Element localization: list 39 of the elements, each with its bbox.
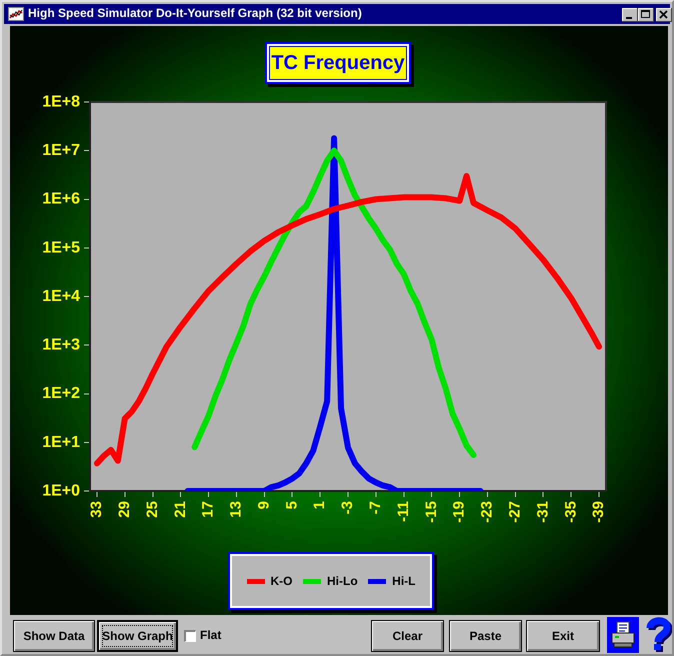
x-tick-label: 13 (228, 501, 245, 518)
y-tick-label: 1E+6 (42, 190, 80, 208)
x-tick-label: 17 (200, 501, 217, 518)
y-tick-label: 1E+1 (42, 434, 80, 451)
y-tick-label: 1E+7 (42, 142, 80, 160)
x-tick-label: 33 (88, 501, 106, 518)
x-tick-label: -7 (367, 501, 384, 514)
x-tick-label: -23 (478, 501, 496, 523)
x-tick-label: 5 (283, 501, 300, 510)
text: Flat (200, 628, 222, 642)
x-tick-label: -35 (562, 501, 580, 523)
legend-label: Hi-Lo (327, 574, 358, 588)
legend-label: Hi-L (392, 574, 416, 588)
x-tick-label: 1 (311, 501, 328, 510)
x-tick-label: -31 (534, 501, 552, 523)
x-tick-label: 25 (144, 501, 161, 518)
y-tick-label: 1E+2 (42, 385, 80, 402)
text: Exit (552, 629, 574, 643)
y-tick-label: 1E+8 (42, 93, 80, 110)
x-tick-label: 29 (116, 501, 134, 518)
x-tick-label: -39 (590, 501, 608, 523)
text: Paste (469, 629, 502, 643)
x-tick-label: -27 (506, 501, 524, 523)
x-tick-label: -11 (394, 501, 412, 522)
y-tick-label: 1E+5 (42, 239, 80, 256)
legend-label: K-O (270, 574, 292, 588)
y-tick-label: 1E+4 (42, 288, 80, 305)
text: Show Graph (102, 629, 173, 643)
text: Show Data (23, 629, 85, 643)
y-tick-label: 1E+3 (42, 336, 80, 354)
text: High Speed Simulator Do-It-Yourself Graph (32 bit version) (28, 6, 362, 22)
x-tick-label: -19 (450, 501, 468, 523)
x-tick-label: -3 (339, 501, 356, 514)
chart-title: TC Frequency (271, 52, 405, 74)
x-tick-label: 9 (255, 501, 272, 510)
text: Clear (392, 629, 423, 643)
y-tick-label: 1E+0 (42, 482, 80, 500)
x-tick-label: 21 (172, 501, 189, 518)
x-tick-label: -15 (422, 501, 440, 523)
